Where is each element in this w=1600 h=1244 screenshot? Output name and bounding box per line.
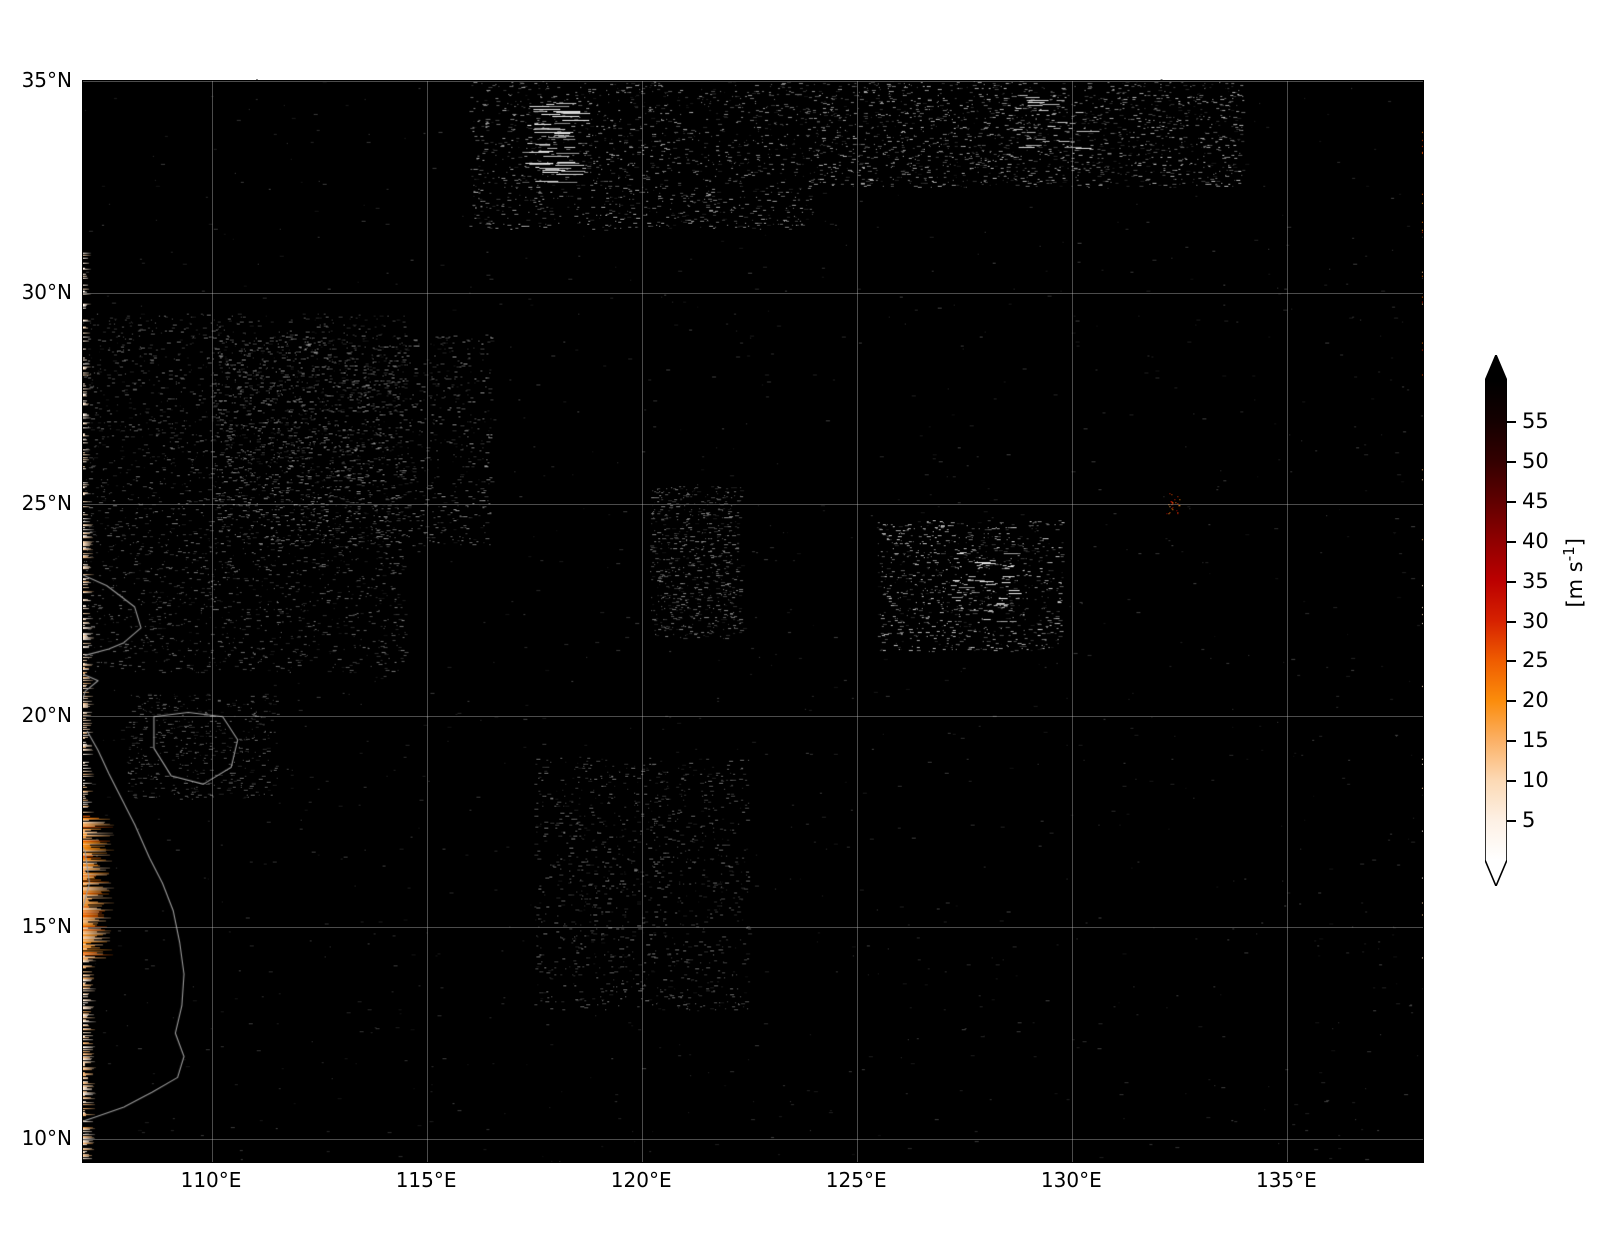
latitude-tick-25: 25°N xyxy=(21,491,72,515)
colorbar-ticklabel-50: 50 xyxy=(1522,448,1549,473)
latitude-tick-35: 35°N xyxy=(21,68,72,92)
colorbar-gradient xyxy=(1485,355,1507,886)
colorbar-tickmark-50 xyxy=(1507,460,1516,463)
colorbar-ticklabel-25: 25 xyxy=(1522,648,1549,673)
colorbar-unit-prefix: [m s xyxy=(1563,561,1587,608)
colorbar-unit-exponent: -1 xyxy=(1560,546,1578,562)
colorbar-tickmark-15 xyxy=(1507,740,1516,743)
colorbar-ticklabel-20: 20 xyxy=(1522,688,1549,713)
colorbar-tickmark-45 xyxy=(1507,500,1516,503)
shear-field-canvas xyxy=(83,81,1423,1162)
colorbar-unit-label: [m s-1] xyxy=(1560,538,1587,608)
colorbar-ticklabel-40: 40 xyxy=(1522,528,1549,553)
longitude-tick-135: 135°E xyxy=(1255,1168,1317,1192)
colorbar-tickmark-30 xyxy=(1507,620,1516,623)
colorbar-ticklabel-30: 30 xyxy=(1522,608,1549,633)
colorbar[interactable]: 5 10 15 20 25 30 35 40 45 50 55 [m s-1] xyxy=(1452,350,1600,895)
longitude-tick-130: 130°E xyxy=(1040,1168,1102,1192)
colorbar-ticklabel-10: 10 xyxy=(1522,768,1549,793)
colorbar-unit-suffix: ] xyxy=(1563,538,1587,547)
colorbar-ticklabel-15: 15 xyxy=(1522,728,1549,753)
shear-field-raster xyxy=(83,81,1423,1162)
colorbar-tickmark-10 xyxy=(1507,780,1516,783)
colorbar-tickmark-20 xyxy=(1507,700,1516,703)
latitude-tick-30: 30°N xyxy=(21,279,72,304)
latitude-tick-labels: 10°N 15°N 20°N 25°N 30°N 35°N xyxy=(0,68,72,1163)
latitude-tick-20: 20°N xyxy=(21,702,72,727)
map-axes[interactable] xyxy=(82,80,1424,1163)
colorbar-tickmark-35 xyxy=(1507,580,1516,583)
colorbar-ticklabel-45: 45 xyxy=(1522,488,1549,513)
latitude-tick-10: 10°N xyxy=(21,1125,72,1150)
colorbar-ticklabel-35: 35 xyxy=(1522,568,1549,593)
colorbar-ticklabel-55: 55 xyxy=(1522,408,1549,433)
longitude-tick-labels: 110°E 115°E 120°E 125°E 130°E 135°E xyxy=(82,1168,1424,1202)
colorbar-tickmark-5 xyxy=(1507,820,1516,823)
colorbar-tickmark-55 xyxy=(1507,420,1516,423)
latitude-tick-15: 15°N xyxy=(21,914,72,939)
colorbar-tickmark-25 xyxy=(1507,660,1516,663)
colorbar-tickmark-40 xyxy=(1507,540,1516,543)
longitude-tick-120: 120°E xyxy=(610,1168,672,1192)
colorbar-svg xyxy=(1485,355,1507,886)
longitude-tick-115: 115°E xyxy=(395,1168,457,1192)
longitude-tick-110: 110°E xyxy=(180,1168,242,1192)
longitude-tick-125: 125°E xyxy=(825,1168,887,1192)
colorbar-ticklabel-5: 5 xyxy=(1522,808,1536,833)
